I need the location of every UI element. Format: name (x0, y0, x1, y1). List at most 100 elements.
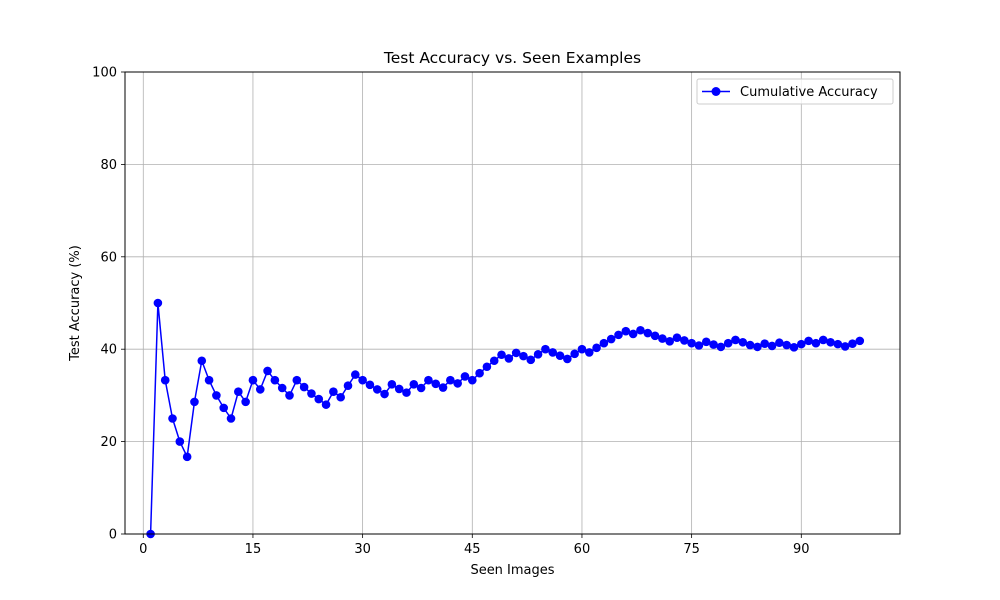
data-point (153, 298, 163, 308)
data-point (796, 339, 806, 349)
legend-marker (711, 87, 721, 96)
x-tick-label: 60 (574, 542, 591, 557)
data-point (241, 397, 250, 407)
data-point (453, 379, 462, 388)
series-layer (146, 298, 865, 539)
x-tick-label: 30 (354, 542, 371, 557)
data-point (826, 337, 835, 347)
data-point (811, 338, 821, 348)
data-point (701, 337, 711, 347)
data-point (416, 383, 426, 393)
data-point (855, 336, 865, 346)
data-point (775, 338, 784, 348)
chart-title: Test Accuracy vs. Seen Examples (383, 49, 641, 67)
data-point (621, 326, 631, 336)
data-point (840, 342, 850, 351)
data-point (402, 388, 411, 397)
data-point (248, 375, 258, 385)
data-point (182, 452, 192, 462)
x-tick-label: 75 (683, 542, 700, 557)
data-point (548, 348, 558, 357)
data-point (394, 384, 404, 394)
data-point (672, 333, 682, 342)
data-point (387, 380, 397, 389)
plot-frame (124, 71, 901, 535)
data-point (753, 342, 762, 352)
data-point (467, 375, 477, 385)
data-point (307, 389, 316, 398)
data-point (358, 375, 367, 385)
data-point (372, 385, 382, 394)
data-point (285, 391, 294, 400)
data-point (234, 387, 243, 397)
data-point (431, 379, 441, 389)
data-point (321, 400, 331, 409)
data-point (190, 397, 199, 407)
data-point (446, 375, 455, 385)
data-point (336, 392, 345, 402)
y-tick-label: 100 (92, 66, 117, 81)
y-tick-label: 0 (109, 528, 117, 543)
data-point (409, 380, 419, 389)
data-point (255, 385, 265, 394)
data-point (489, 356, 499, 366)
data-point (628, 329, 638, 339)
data-point (848, 339, 857, 348)
y-tick-label: 20 (100, 435, 117, 450)
data-point (226, 414, 236, 423)
x-tick-label: 0 (139, 542, 147, 557)
data-point (680, 336, 689, 345)
axis-ticks: 0 15 30 45 60 75 90 0 20 40 60 80 100 (92, 66, 809, 558)
data-point (438, 383, 448, 392)
data-point (694, 341, 704, 350)
data-point (277, 383, 287, 393)
data-point (716, 342, 726, 352)
data-point (460, 372, 470, 381)
data-point (577, 344, 587, 354)
data-point (175, 437, 185, 446)
data-point (760, 339, 770, 348)
data-point (599, 338, 609, 348)
data-point (299, 382, 309, 392)
data-point (204, 375, 214, 385)
data-point (519, 351, 528, 361)
legend: Cumulative Accuracy (696, 78, 894, 105)
data-point (606, 334, 616, 344)
y-tick-label: 80 (100, 158, 117, 173)
data-point (584, 348, 594, 357)
x-axis-title: Seen Images (470, 563, 554, 578)
data-point (365, 380, 375, 390)
data-point (351, 370, 360, 379)
data-point (270, 375, 280, 385)
data-point (745, 340, 755, 350)
data-point (665, 337, 674, 346)
data-point (168, 414, 177, 423)
data-point (424, 375, 433, 385)
data-point (263, 366, 272, 376)
data-point (497, 350, 506, 360)
data-point (343, 381, 353, 390)
data-point (160, 375, 170, 385)
data-point (723, 338, 733, 348)
data-point (767, 341, 777, 351)
data-point (533, 349, 543, 359)
data-point (636, 325, 645, 335)
data-point (592, 343, 601, 353)
x-tick-label: 15 (245, 542, 262, 557)
data-point (475, 368, 484, 378)
data-point (709, 340, 718, 349)
data-point (511, 348, 521, 358)
data-point (818, 335, 828, 345)
data-point (658, 334, 667, 343)
data-point (789, 343, 799, 352)
data-point (738, 337, 748, 347)
data-point (555, 351, 565, 360)
x-tick-label: 45 (464, 542, 481, 557)
data-point (782, 340, 791, 350)
y-tick-label: 60 (100, 250, 117, 265)
legend-label: Cumulative Accuracy (740, 85, 878, 100)
data-point (731, 335, 740, 345)
x-tick-label: 90 (793, 542, 810, 557)
data-point (292, 375, 302, 385)
